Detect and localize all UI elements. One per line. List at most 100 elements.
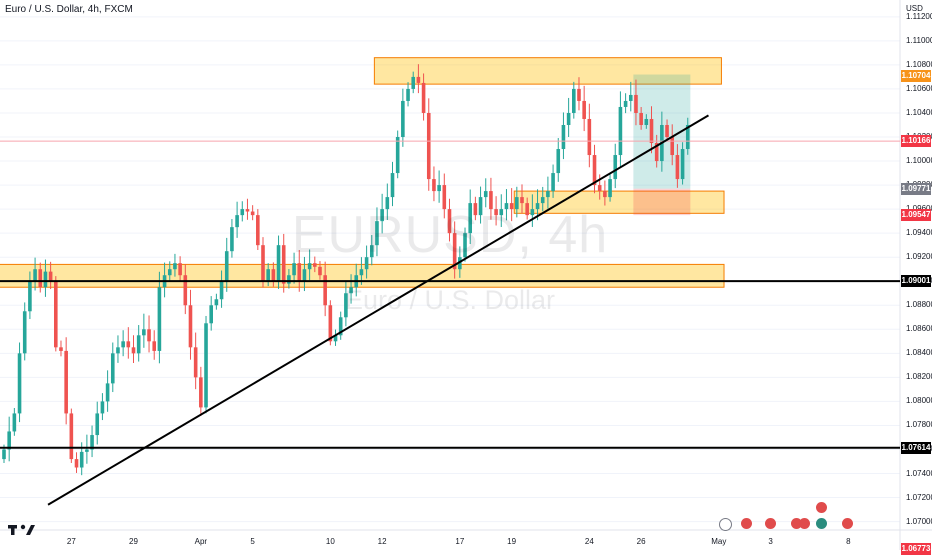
- candle-body: [416, 76, 421, 83]
- time-tick: 27: [66, 537, 76, 546]
- candle-body: [380, 209, 384, 222]
- candle-body: [582, 100, 586, 119]
- candle-body: [603, 191, 607, 198]
- candle-body: [432, 179, 436, 192]
- stop-loss-area: [633, 188, 691, 216]
- candle-body: [147, 329, 151, 342]
- candle-body: [385, 197, 390, 210]
- price-tick: 1.08400: [906, 348, 932, 358]
- candle-body: [634, 94, 638, 113]
- candle-body: [675, 155, 680, 180]
- candle-body: [2, 449, 6, 460]
- candle-body: [458, 257, 462, 270]
- candle-body: [38, 269, 43, 288]
- time-tick: 8: [846, 537, 851, 546]
- price-tick: 1.11200: [906, 11, 932, 21]
- candle-body: [136, 335, 141, 354]
- candle-body: [157, 287, 162, 351]
- economic-events[interactable]: [719, 502, 859, 532]
- candle-body: [338, 317, 343, 336]
- candle-body: [654, 143, 659, 162]
- candle-body: [17, 353, 22, 414]
- candle-body: [572, 88, 576, 113]
- candle-body: [401, 100, 405, 138]
- candle-body: [318, 266, 322, 276]
- candle-body: [587, 118, 592, 156]
- candle-body: [54, 281, 58, 348]
- candle-body: [121, 341, 125, 348]
- candle-body: [204, 323, 208, 408]
- candle-body: [240, 209, 245, 216]
- price-tick: 1.08800: [906, 300, 932, 310]
- time-tick: 24: [584, 537, 594, 546]
- price-tick: 1.08600: [906, 324, 932, 334]
- price-tag: 1.06773: [901, 542, 931, 555]
- candle-body: [261, 245, 265, 282]
- candle-body: [199, 377, 203, 408]
- candle-body: [230, 227, 234, 252]
- trendline: [47, 114, 709, 506]
- candle-body: [463, 233, 467, 258]
- candle-body: [85, 449, 89, 452]
- candle-body: [489, 191, 493, 210]
- candle-body: [623, 100, 628, 107]
- candle-body: [597, 185, 602, 192]
- candle-body: [359, 269, 364, 276]
- time-tick: 10: [325, 537, 335, 546]
- candle-body: [670, 137, 675, 156]
- candle-body: [64, 350, 68, 414]
- candle-body: [297, 263, 302, 282]
- candle-body: [110, 353, 115, 384]
- eu-flag-icon[interactable]: [816, 518, 827, 529]
- lightning-icon[interactable]: [719, 518, 732, 531]
- us-flag-icon[interactable]: [741, 518, 752, 529]
- supply-demand-zone: [373, 57, 722, 85]
- us-flag-icon[interactable]: [842, 518, 853, 529]
- candle-body: [530, 209, 535, 216]
- time-tick: 19: [507, 537, 517, 546]
- candle-body: [452, 233, 457, 270]
- price-tick: 1.09400: [906, 228, 932, 238]
- candle-body: [447, 209, 452, 234]
- price-tick: 1.10400: [906, 107, 932, 117]
- price-tag: 1.09001: [901, 275, 931, 288]
- candle-body: [375, 221, 379, 246]
- us-flag-icon[interactable]: [799, 518, 810, 529]
- candle-body: [33, 269, 37, 282]
- price-tick: 1.10800: [906, 59, 932, 69]
- us-flag-icon[interactable]: [816, 502, 827, 513]
- candle-body: [349, 287, 353, 294]
- candle-body: [126, 341, 131, 348]
- time-tick: 12: [377, 537, 387, 546]
- us-flag-icon[interactable]: [765, 518, 776, 529]
- candle-body: [131, 347, 136, 354]
- candle-body: [665, 124, 669, 138]
- candle-body: [43, 271, 48, 288]
- candle-body: [535, 203, 540, 210]
- candle-body: [561, 124, 566, 150]
- candle-body: [639, 112, 643, 125]
- candle-body: [406, 88, 410, 101]
- price-tag: 1.10704: [901, 70, 931, 83]
- candle-body: [540, 197, 545, 204]
- candle-body: [364, 257, 369, 270]
- candle-body: [344, 293, 348, 318]
- candle-body: [323, 275, 327, 306]
- time-tick: Apr: [194, 537, 208, 546]
- price-tick: 1.10000: [906, 156, 932, 166]
- price-tick: 1.08000: [906, 396, 932, 406]
- candle-body: [74, 459, 79, 468]
- candle-body: [188, 305, 193, 348]
- time-tick: 5: [250, 537, 255, 546]
- candle-body: [7, 431, 11, 450]
- price-tick: 1.09200: [906, 252, 932, 262]
- candle-body: [592, 155, 597, 186]
- us-flag-icon[interactable]: [791, 518, 802, 529]
- candle-body: [525, 203, 529, 216]
- supply-demand-zone: [513, 190, 725, 214]
- candle-body: [167, 269, 172, 276]
- candle-body: [426, 112, 431, 180]
- candle-body: [69, 413, 74, 460]
- candle-body: [48, 271, 53, 282]
